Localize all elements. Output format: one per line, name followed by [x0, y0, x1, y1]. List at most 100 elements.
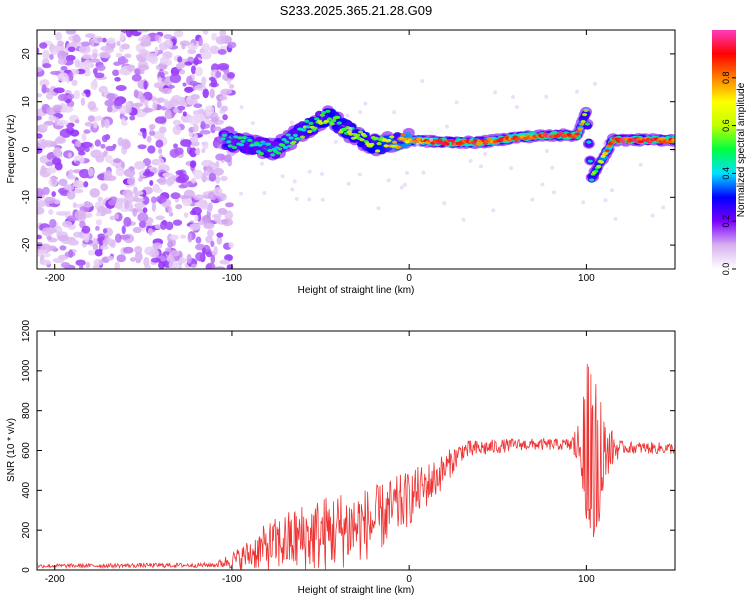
snr-x-tick-label: -100: [222, 574, 242, 585]
spectrogram-y-tick-label: 0: [21, 146, 32, 152]
noise-speckle: [169, 73, 182, 84]
snr-y-tick-label: 0: [21, 567, 32, 573]
ridge-mark: [285, 133, 291, 137]
noise-speckle: [112, 69, 120, 77]
noise-speckle: [66, 123, 73, 128]
noise-speckle: [94, 115, 103, 121]
noise-speckle: [137, 212, 149, 223]
ridge-mark: [318, 121, 324, 125]
ridge-mark: [314, 117, 320, 121]
noise-speckle: [106, 255, 114, 261]
noise-speckle: [134, 192, 139, 202]
noise-speckle: [61, 105, 74, 113]
ridge-mark: [603, 152, 609, 156]
noise-speckle: [190, 94, 200, 100]
noise-speckle: [215, 35, 226, 45]
noise-speckle: [155, 215, 165, 221]
noise-speckle: [83, 201, 93, 208]
noise-speckle: [137, 64, 150, 71]
ridge-mark: [376, 142, 382, 146]
noise-speckle: [289, 120, 294, 125]
ridge-mark: [635, 137, 642, 141]
noise-speckle: [168, 206, 173, 215]
noise-speckle: [122, 121, 128, 126]
noise-speckle: [228, 84, 235, 89]
spectrogram-y-tick-label: -20: [21, 237, 32, 252]
noise-speckle: [215, 153, 226, 161]
noise-speckle: [37, 66, 43, 73]
noise-speckle: [39, 42, 48, 49]
ridge-mark: [308, 121, 314, 125]
noise-speckle: [87, 101, 97, 111]
noise-speckle: [661, 205, 666, 210]
ridge-mark: [331, 124, 339, 130]
noise-speckle: [186, 99, 199, 105]
noise-speckle: [87, 249, 96, 256]
noise-speckle: [610, 188, 615, 193]
noise-speckle: [81, 225, 91, 234]
noise-speckle: [102, 238, 109, 247]
noise-speckle: [613, 216, 618, 221]
noise-speckle: [208, 76, 216, 81]
noise-speckle: [105, 154, 113, 164]
noise-speckle: [173, 107, 179, 114]
noise-speckle: [123, 216, 132, 227]
noise-speckle: [73, 231, 82, 238]
noise-speckle: [357, 172, 362, 177]
noise-speckle: [72, 202, 78, 208]
noise-speckle: [84, 146, 90, 153]
noise-speckle: [193, 169, 204, 180]
noise-speckle: [114, 76, 121, 82]
noise-speckle: [42, 63, 52, 69]
noise-speckle: [157, 177, 168, 185]
noise-speckle: [74, 210, 86, 220]
noise-speckle: [333, 139, 338, 144]
noise-speckle: [93, 258, 104, 266]
noise-speckle: [66, 93, 75, 100]
ridge-mark: [288, 136, 294, 140]
noise-speckle: [149, 125, 154, 132]
noise-speckle: [142, 99, 149, 106]
noise-speckle: [186, 253, 192, 264]
noise-speckle: [133, 102, 144, 108]
noise-speckle: [42, 186, 50, 196]
ridge-mark: [319, 113, 325, 117]
noise-speckle: [226, 79, 231, 85]
noise-speckle: [78, 44, 91, 54]
ridge-mark: [268, 145, 274, 149]
noise-speckle: [67, 152, 72, 158]
ridge-mark: [386, 138, 392, 143]
spectrogram-y-label: Frequency (Hz): [6, 115, 17, 184]
noise-speckle: [207, 229, 214, 238]
noise-speckle: [193, 56, 199, 66]
noise-speckle: [222, 114, 228, 121]
ridge-mark: [596, 164, 602, 169]
noise-speckle: [75, 259, 86, 266]
noise-speckle: [40, 123, 48, 131]
noise-speckle: [100, 143, 106, 149]
noise-speckle: [226, 72, 236, 79]
noise-speckle: [392, 110, 397, 115]
noise-speckle: [106, 105, 113, 113]
noise-speckle: [415, 142, 420, 147]
ridge-mark: [348, 132, 354, 136]
noise-speckle: [162, 172, 174, 178]
colorbar-gradient: [712, 30, 736, 269]
noise-speckle: [141, 34, 151, 45]
noise-speckle: [90, 39, 95, 45]
noise-speckle: [158, 261, 165, 269]
snr-y-label: SNR (10 * v/v): [6, 418, 17, 482]
noise-speckle: [478, 164, 483, 169]
noise-speckle: [40, 164, 46, 175]
noise-speckle: [510, 94, 515, 99]
noise-speckle: [60, 262, 71, 269]
noise-speckle: [62, 220, 73, 228]
noise-speckle: [544, 149, 549, 154]
noise-speckle: [154, 224, 162, 229]
noise-speckle: [54, 137, 67, 144]
noise-speckle: [46, 235, 53, 240]
ridge-mark: [359, 138, 365, 142]
noise-speckle: [55, 31, 63, 41]
noise-speckle: [137, 144, 147, 150]
noise-speckle: [37, 206, 45, 215]
